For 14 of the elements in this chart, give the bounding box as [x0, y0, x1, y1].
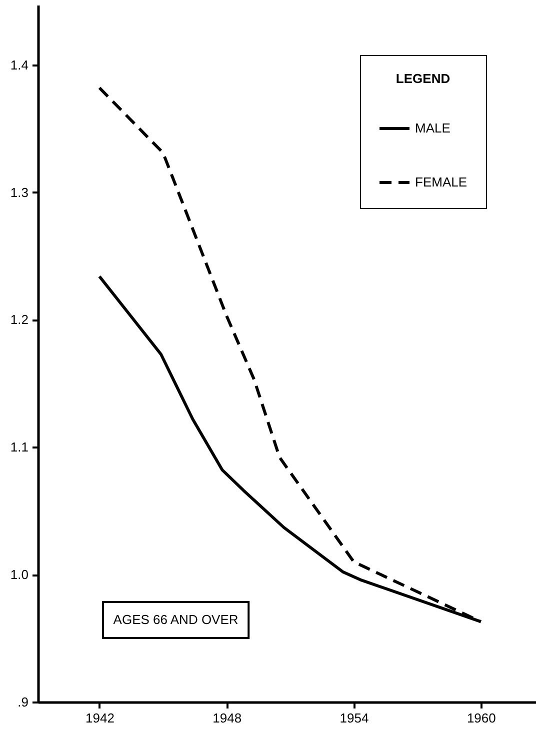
y-tick-label: .9: [18, 694, 28, 710]
annotation: AGES 66 AND OVER: [113, 612, 238, 627]
y-tick-label: 1.0: [10, 567, 28, 582]
y-tick-label: 1.1: [10, 440, 28, 455]
y-tick-label: 1.4: [10, 57, 28, 72]
x-tick-label: 1954: [340, 710, 369, 726]
legend-title: LEGEND: [396, 71, 450, 86]
x-tick-label: 1942: [85, 710, 114, 726]
legend-label: MALE: [415, 120, 451, 136]
x-tick-label: 1960: [466, 710, 496, 726]
y-tick-label: 1.3: [10, 184, 28, 200]
x-tick-label: 1948: [212, 710, 242, 726]
legend-label: FEMALE: [415, 174, 468, 190]
y-tick-label: 1.2: [10, 312, 28, 328]
